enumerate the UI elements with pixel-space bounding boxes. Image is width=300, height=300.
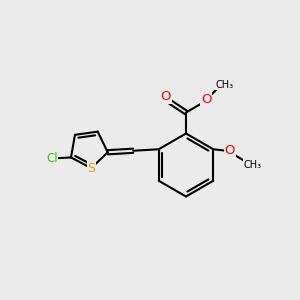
Text: O: O [201,92,212,106]
Text: CH₃: CH₃ [215,80,233,90]
Text: O: O [160,90,171,104]
Text: S: S [87,162,95,175]
Text: O: O [224,144,235,157]
Text: CH₃: CH₃ [244,160,262,170]
Text: Cl: Cl [46,152,58,165]
